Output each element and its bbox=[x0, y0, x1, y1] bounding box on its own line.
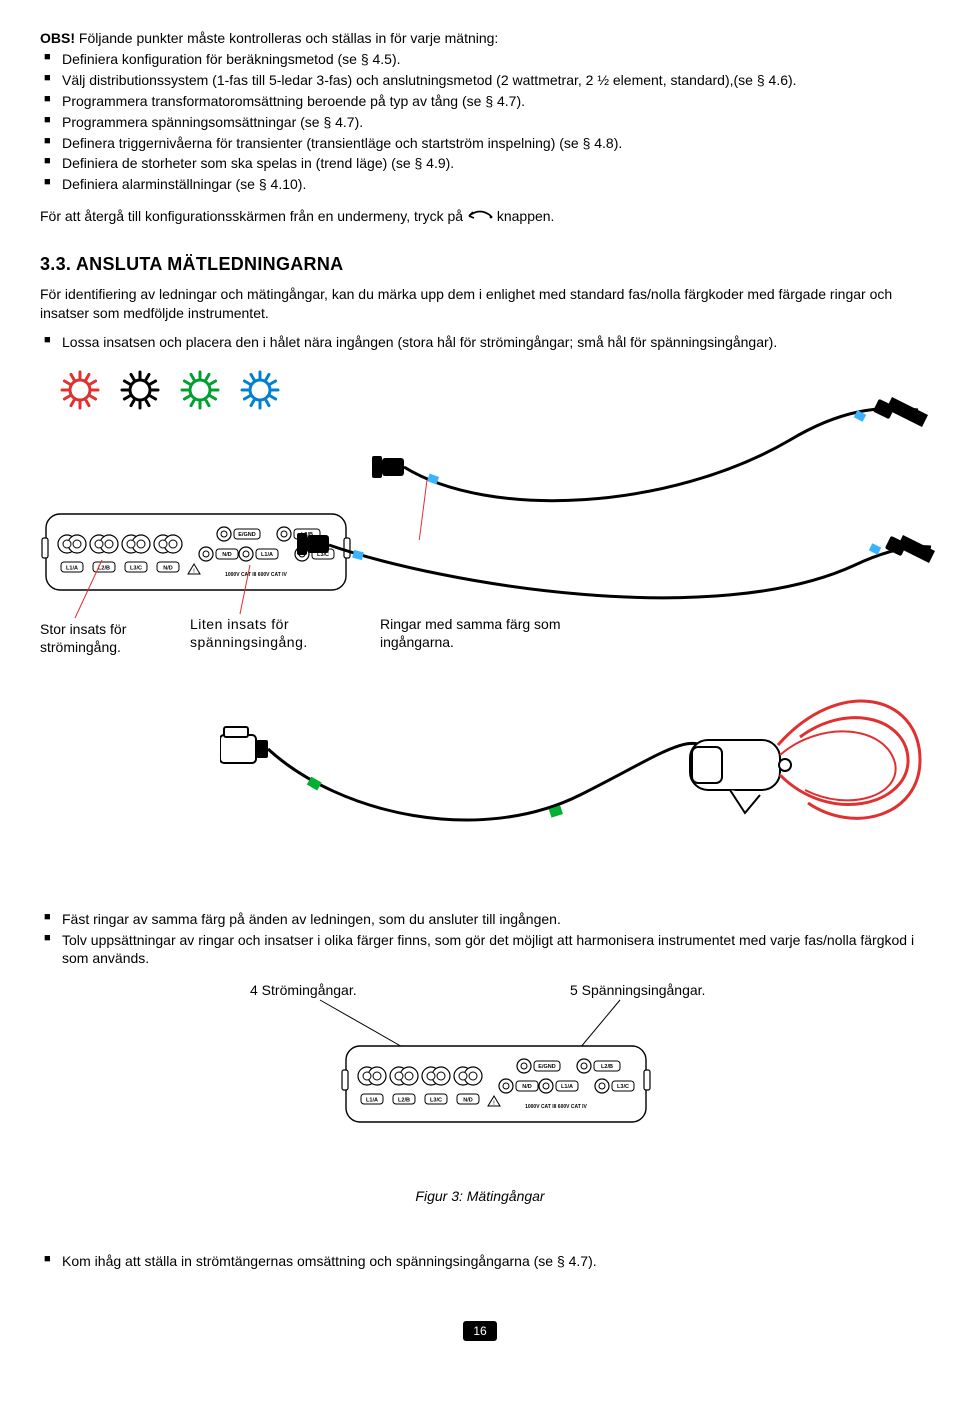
svg-text:L2/B: L2/B bbox=[98, 565, 110, 571]
svg-text:N/D: N/D bbox=[522, 1084, 532, 1090]
cable-voltage-2 bbox=[295, 485, 935, 665]
sun-row bbox=[60, 370, 280, 410]
svg-text:L3/C: L3/C bbox=[430, 1098, 442, 1104]
svg-text:N/D: N/D bbox=[163, 565, 173, 571]
figure-2: 4 Strömingångar. 5 Spänningsingångar. L1… bbox=[40, 982, 920, 1222]
ring-icon bbox=[120, 370, 160, 410]
cable-clamp bbox=[220, 645, 940, 915]
figure-caption: Figur 3: Mätingångar bbox=[40, 1188, 920, 1204]
svg-text:L3/C: L3/C bbox=[130, 565, 142, 571]
bullet-list-4: Kom ihåg att ställa in strömtängernas om… bbox=[40, 1252, 920, 1271]
section-number: 3.3. bbox=[40, 254, 71, 274]
svg-text:L3/C: L3/C bbox=[617, 1084, 629, 1090]
section-heading: 3.3. ANSLUTA MÄTLEDNINGARNA bbox=[40, 254, 920, 275]
bullet-list-2: Lossa insatsen och placera den i hålet n… bbox=[40, 333, 920, 352]
device-panel-bottom: L1/A L2/B L3/C N/D ! bbox=[340, 1042, 660, 1133]
svg-text:L1/A: L1/A bbox=[66, 565, 78, 571]
paragraph-1: För identifiering av ledningar och mätin… bbox=[40, 285, 920, 323]
bullet-list-1: Definiera konfiguration för beräkningsme… bbox=[40, 50, 920, 194]
intro-line: OBS! Följande punkter måste kontrolleras… bbox=[40, 30, 920, 46]
page-number: 16 bbox=[463, 1321, 497, 1341]
intro-text: Följande punkter måste kontrolleras och … bbox=[79, 30, 498, 46]
list-item: Välj distributionssystem (1-fas till 5-l… bbox=[40, 71, 920, 90]
list-item: Kom ihåg att ställa in strömtängernas om… bbox=[40, 1252, 920, 1271]
svg-text:L1/A: L1/A bbox=[561, 1084, 573, 1090]
return-icon bbox=[467, 209, 493, 226]
svg-text:E/GND: E/GND bbox=[238, 532, 255, 538]
list-item: Definiera konfiguration för beräkningsme… bbox=[40, 50, 920, 69]
svg-text:1000V CAT III 600V CAT: 1000V CAT III 600V CAT IV bbox=[525, 1104, 587, 1110]
return-before: För att återgå till konfigurationsskärme… bbox=[40, 208, 463, 224]
ring-icon bbox=[240, 370, 280, 410]
list-item: Definiera de storheter som ska spelas in… bbox=[40, 154, 920, 173]
list-item: Programmera transformatoromsättning bero… bbox=[40, 92, 920, 111]
return-after: knappen. bbox=[497, 208, 555, 224]
list-item: Definiera alarminställningar (se § 4.10)… bbox=[40, 175, 920, 194]
svg-text:L2/B: L2/B bbox=[398, 1098, 410, 1104]
device-panel: L1/A L2/B L3/C N/D ! bbox=[340, 1042, 660, 1130]
svg-text:E/GND: E/GND bbox=[538, 1064, 555, 1070]
list-item: Fäst ringar av samma färg på änden av le… bbox=[40, 910, 920, 929]
ring-icon bbox=[180, 370, 220, 410]
svg-text:L1/A: L1/A bbox=[261, 552, 273, 558]
bullet-list-3: Fäst ringar av samma färg på änden av le… bbox=[40, 910, 920, 969]
svg-text:1000V CAT III 600V CAT: 1000V CAT III 600V CAT IV bbox=[225, 572, 287, 578]
svg-text:L2/B: L2/B bbox=[601, 1064, 613, 1070]
list-item: Lossa insatsen och placera den i hålet n… bbox=[40, 333, 920, 352]
figure-1: L1/A L2/B L3/C N/D ! bbox=[40, 370, 920, 900]
list-item: Definera triggernivåerna för transienter… bbox=[40, 134, 920, 153]
svg-text:N/D: N/D bbox=[222, 552, 232, 558]
section-title: ANSLUTA MÄTLEDNINGARNA bbox=[76, 254, 344, 274]
ring-icon bbox=[60, 370, 100, 410]
svg-text:L1/A: L1/A bbox=[366, 1098, 378, 1104]
figure-label-1: Stor insats för strömingång. bbox=[40, 620, 160, 656]
svg-text:N/D: N/D bbox=[463, 1098, 473, 1104]
return-line: För att återgå till konfigurationsskärme… bbox=[40, 208, 920, 226]
list-item: Tolv uppsättningar av ringar och insatse… bbox=[40, 931, 920, 969]
intro-prefix: OBS! bbox=[40, 30, 75, 46]
list-item: Programmera spänningsomsättningar (se § … bbox=[40, 113, 920, 132]
